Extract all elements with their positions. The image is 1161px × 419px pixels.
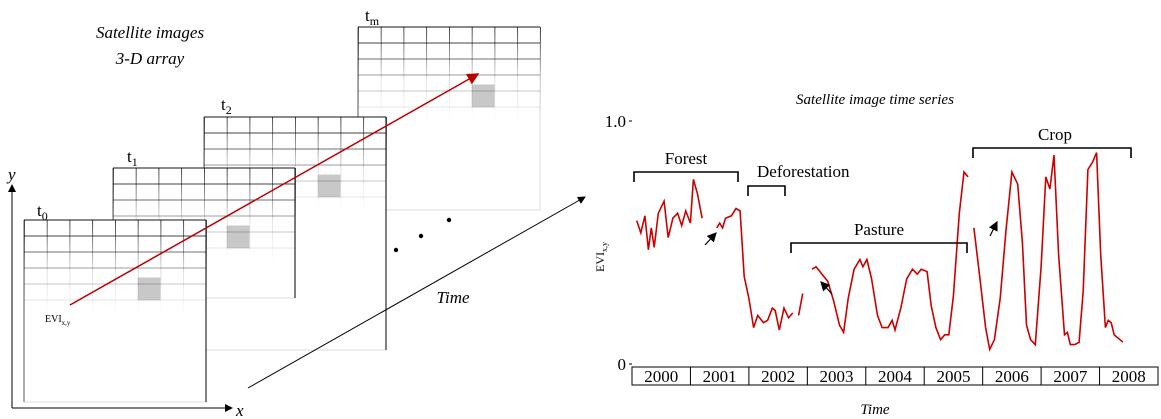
annotation: Forest	[665, 149, 708, 168]
pixel-label-base: EVI	[45, 314, 62, 325]
year-label: 2008	[1112, 367, 1146, 386]
x-axis-title: Time	[860, 402, 890, 418]
image-frame: tm	[357, 6, 541, 211]
y-axis-title-base: EVI	[593, 252, 607, 272]
frame-label-sub: 0	[42, 209, 48, 223]
grid-col	[69, 220, 71, 315]
grid-col	[183, 220, 185, 315]
y-tick-label: 0	[618, 355, 627, 374]
year-label: 2000	[644, 367, 678, 386]
grid-col	[471, 27, 473, 122]
grid-col	[181, 168, 183, 263]
ellipsis-dot	[393, 247, 399, 253]
grid-col	[158, 168, 160, 263]
grid-col	[494, 27, 496, 122]
grid-col	[135, 168, 137, 263]
grid-col	[403, 27, 405, 122]
pointer-arrow	[704, 232, 717, 246]
highlight-cell	[471, 84, 495, 108]
y-axis-label: y	[6, 165, 16, 184]
pointer-arrow	[820, 281, 833, 295]
frame-label-sub: 2	[226, 103, 232, 117]
annotation: Deforestation	[757, 162, 850, 181]
diagram-title: Satellite images	[96, 23, 205, 42]
frame-label: t1	[127, 147, 138, 169]
pixel-trace	[69, 73, 480, 306]
highlight-cell	[317, 174, 341, 198]
y-axis-title-sub: x,y	[600, 242, 609, 252]
year-label: 2006	[995, 367, 1029, 386]
frame-label: t2	[221, 95, 232, 117]
frame-label-base: t	[127, 147, 132, 166]
year-label: 2002	[761, 367, 795, 386]
frame-label-base: t	[365, 6, 370, 25]
year-label: 2003	[820, 367, 854, 386]
frame-label-sub: m	[370, 14, 380, 28]
image-frame: t0	[23, 201, 207, 403]
grid-col	[272, 168, 274, 263]
ellipsis-dot	[418, 233, 424, 239]
chart: 0 1.0 2000 2001 2002 2003 2004 2005 2006 2007 2008…	[605, 112, 1159, 386]
grid-col	[426, 27, 428, 122]
grid-col	[115, 220, 116, 315]
pixel-label-sub: x,y	[62, 319, 71, 327]
highlight-cell	[137, 277, 161, 301]
time-label: Time	[436, 288, 470, 307]
grid-col	[137, 220, 139, 315]
grid-col	[272, 117, 274, 212]
diagram-title: 3-D array	[115, 49, 185, 68]
year-label: 2007	[1053, 367, 1088, 386]
x-axis-label: x	[235, 401, 244, 419]
time-arrow	[247, 196, 586, 389]
grid-col	[340, 117, 342, 212]
grid-col	[204, 168, 205, 263]
bracket	[790, 242, 968, 253]
grid-col	[363, 117, 365, 212]
grid-col	[540, 27, 541, 122]
y-tick-label: 1.0	[605, 112, 626, 131]
year-strip	[631, 366, 1159, 386]
grid-col	[449, 27, 450, 122]
y-axis-title: EVIx,y	[593, 242, 609, 272]
grid-col	[295, 117, 296, 212]
highlight-cell	[226, 225, 250, 249]
grid-col	[249, 117, 251, 212]
chart-title: Satellite image time series	[796, 92, 954, 108]
year-label: 2001	[703, 367, 737, 386]
grid-col	[249, 168, 251, 263]
evi-line	[635, 152, 1124, 352]
frame-label-base: t	[37, 201, 42, 220]
annotation: Crop	[1038, 125, 1072, 144]
bracket	[633, 171, 739, 182]
frame-label: t0	[37, 201, 48, 223]
grid-col	[92, 220, 94, 315]
bracket	[972, 147, 1132, 158]
frame-label-sub: 1	[132, 155, 138, 169]
annotation: Pasture	[854, 220, 904, 239]
pointer-arrow	[988, 220, 998, 237]
grid-col	[46, 220, 48, 315]
grid-col	[160, 220, 162, 315]
bracket	[747, 185, 786, 196]
year-label: 2004	[878, 367, 913, 386]
year-label: 2005	[936, 367, 970, 386]
ellipsis-dot	[446, 217, 452, 223]
grid-col	[380, 27, 382, 122]
pixel-label: EVIx,y	[45, 314, 71, 327]
grid-col	[226, 117, 228, 212]
grid-col	[517, 27, 519, 122]
frame-label-base: t	[221, 95, 226, 114]
frame-label: tm	[365, 6, 380, 28]
